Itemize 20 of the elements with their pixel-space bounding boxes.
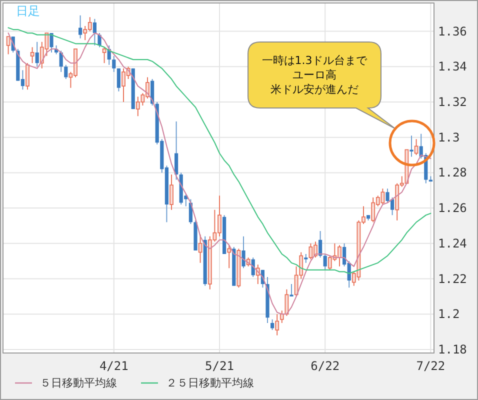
y-tick-label: 1.32 — [438, 94, 467, 109]
y-tick-label: 1.28 — [438, 166, 467, 180]
y-tick-label: 1.26 — [438, 201, 467, 216]
chart-title: 日足 — [16, 4, 40, 18]
y-tick-label: 1.3 — [438, 130, 460, 144]
annotation: 米ドル安が進んだ — [270, 83, 358, 96]
y-tick-label: 1.24 — [438, 236, 467, 250]
y-tick-label: 1.22 — [438, 272, 467, 286]
y-tick-label: 1.2 — [438, 307, 460, 322]
annotation: ユーロ高 — [292, 68, 336, 82]
y-tick-label: 1.34 — [438, 60, 467, 74]
x-tick-label: 5/21 — [205, 359, 234, 373]
legend-label: ５日移動平均線 — [40, 376, 117, 390]
y-tick-label: 1.36 — [438, 24, 467, 38]
legend-label: ２５日移動平均線 — [166, 376, 254, 390]
annotation: 一時は1.3ドル台まで — [262, 54, 368, 67]
x-tick-label: 6/22 — [310, 359, 340, 373]
x-tick-label: 4/21 — [99, 359, 128, 373]
y-tick-label: 1.18 — [438, 342, 467, 356]
x-tick-label: 7/22 — [416, 359, 446, 373]
